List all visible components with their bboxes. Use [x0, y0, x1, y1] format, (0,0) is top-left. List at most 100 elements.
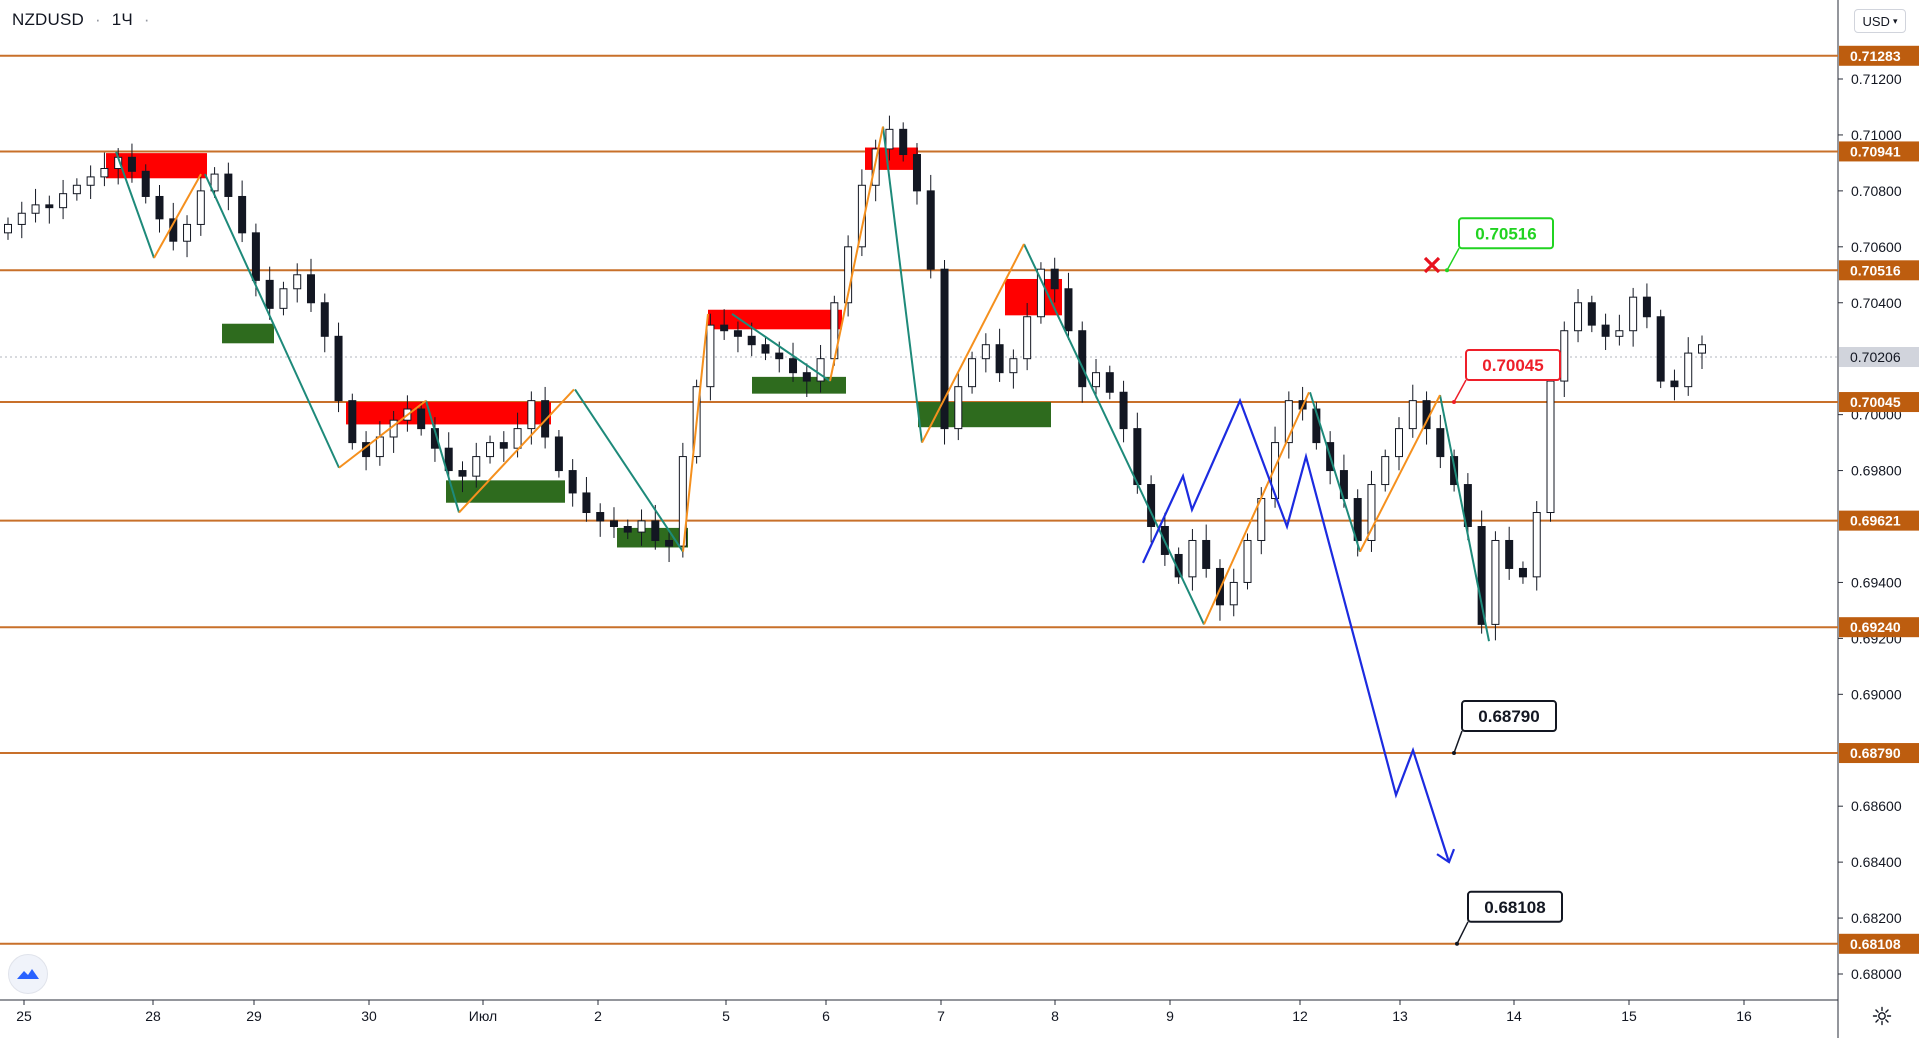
- demand-zone: [446, 480, 565, 503]
- bear-candle: [775, 352, 784, 360]
- bear-candle: [320, 302, 329, 337]
- bull-candle: [1408, 400, 1417, 430]
- time-tick-label: 6: [822, 1008, 830, 1024]
- bear-candle: [45, 204, 54, 209]
- demand-zone: [918, 402, 1051, 428]
- bear-candle: [1505, 539, 1514, 569]
- symbol-header[interactable]: NZDUSD · 1Ч ·: [12, 10, 156, 30]
- level-price-text: 0.70516: [1850, 262, 1901, 278]
- level-price-tag: [1839, 743, 1919, 764]
- callout-label: 0.68790: [1452, 700, 1557, 756]
- bull-candle: [472, 456, 481, 477]
- wave-line-green: [574, 388, 684, 553]
- bear-candle: [1587, 302, 1596, 326]
- bear-candle: [1477, 526, 1486, 625]
- bull-candle: [1546, 380, 1555, 514]
- bull-candle: [1560, 330, 1569, 382]
- time-tick-label: 29: [246, 1008, 262, 1024]
- bull-candle: [210, 173, 219, 192]
- level-price-tag: [1839, 141, 1919, 162]
- bear-candle: [940, 268, 949, 430]
- symbol-name: NZDUSD: [12, 10, 85, 29]
- bear-candle: [1642, 296, 1651, 318]
- bull-candle: [1092, 372, 1101, 388]
- wave-line-orange: [338, 399, 427, 469]
- last-price-text: 0.70206: [1850, 349, 1901, 365]
- level-labels: 0.71283 0.70941 0.70516 0.70045 0.69621 0.692…: [1839, 45, 1919, 954]
- tradingview-logo-icon[interactable]: [8, 954, 48, 994]
- forecast-path: [1142, 397, 1451, 863]
- callout-label: 0.70516: [1445, 217, 1554, 273]
- bull-candle: [968, 358, 977, 388]
- bear-candle: [1463, 484, 1472, 527]
- interval-label[interactable]: 1Ч: [111, 10, 133, 29]
- bull-candle: [706, 324, 715, 388]
- bear-candle: [1202, 539, 1211, 569]
- bear-candle: [802, 372, 811, 382]
- bull-candle: [196, 190, 205, 225]
- bull-candle: [183, 223, 192, 242]
- bear-candle: [265, 279, 274, 309]
- price-tick-label: 0.68400: [1851, 854, 1902, 870]
- callout-pointer: [1456, 921, 1469, 945]
- bear-candle: [306, 274, 315, 304]
- level-price-tag: [1839, 617, 1919, 638]
- bear-candle: [582, 492, 591, 514]
- level-price-text: 0.69621: [1850, 513, 1901, 529]
- bull-candle: [1367, 484, 1376, 541]
- bear-candle: [444, 447, 453, 472]
- callout-anchor: [1445, 268, 1449, 273]
- callout-pointer: [1446, 247, 1460, 271]
- time-tick-label: 14: [1506, 1008, 1522, 1024]
- bull-candle: [31, 204, 40, 214]
- time-tick-label: 8: [1051, 1008, 1059, 1024]
- bear-candle: [458, 470, 467, 477]
- bear-candle: [1670, 380, 1679, 388]
- bull-candle: [375, 436, 384, 458]
- wave-line-green: [731, 313, 831, 382]
- forecast-arrow-head: [1436, 848, 1456, 864]
- bull-candle: [637, 520, 646, 533]
- wave-line-orange: [829, 126, 884, 382]
- callout-text: 0.68790: [1478, 707, 1539, 726]
- level-price-text: 0.68108: [1850, 936, 1901, 952]
- callout-box: [1458, 217, 1554, 250]
- bear-candle: [926, 190, 935, 270]
- bull-candle: [1229, 581, 1238, 606]
- wave-line-orange: [1203, 391, 1310, 625]
- time-tick-label: 16: [1736, 1008, 1752, 1024]
- price-tick-label: 0.69400: [1851, 574, 1902, 590]
- price-tick-label: 0.68600: [1851, 798, 1902, 814]
- bear-candle: [789, 358, 798, 374]
- wave-line-green: [425, 400, 460, 513]
- price-tick-label: 0.68000: [1851, 966, 1902, 982]
- bear-candle: [141, 170, 150, 197]
- level-price-tag: [1839, 510, 1919, 531]
- wave-line-orange: [458, 388, 575, 514]
- bull-candle: [1629, 296, 1638, 332]
- level-price-text: 0.69240: [1850, 619, 1901, 635]
- level-price-tag: [1839, 260, 1919, 281]
- bull-candle: [954, 386, 963, 430]
- bear-candle: [1050, 268, 1059, 290]
- time-tick-label: 2: [594, 1008, 602, 1024]
- bull-candle: [816, 358, 825, 382]
- bull-candle: [4, 223, 12, 234]
- gear-icon[interactable]: [1870, 1004, 1894, 1028]
- bear-candle: [348, 400, 357, 444]
- bull-candle: [486, 442, 495, 458]
- bull-candle: [1188, 539, 1197, 578]
- wave-line-orange: [682, 313, 709, 552]
- callout-anchor: [1452, 751, 1456, 756]
- time-axis-ticks: 25 28 29 30 Июл 2 5 6 7 8 9 12 13 14 15 16: [16, 1000, 1752, 1024]
- price-tick-label: 0.68200: [1851, 910, 1902, 926]
- bull-candle: [293, 274, 302, 290]
- level-price-tag: [1839, 933, 1919, 954]
- price-tick-label: 0.70400: [1851, 295, 1902, 311]
- bull-candle: [1684, 352, 1693, 388]
- close-icon: [1423, 256, 1441, 274]
- currency-selector[interactable]: USD ▾: [1854, 9, 1906, 33]
- bull-candle: [1271, 442, 1280, 500]
